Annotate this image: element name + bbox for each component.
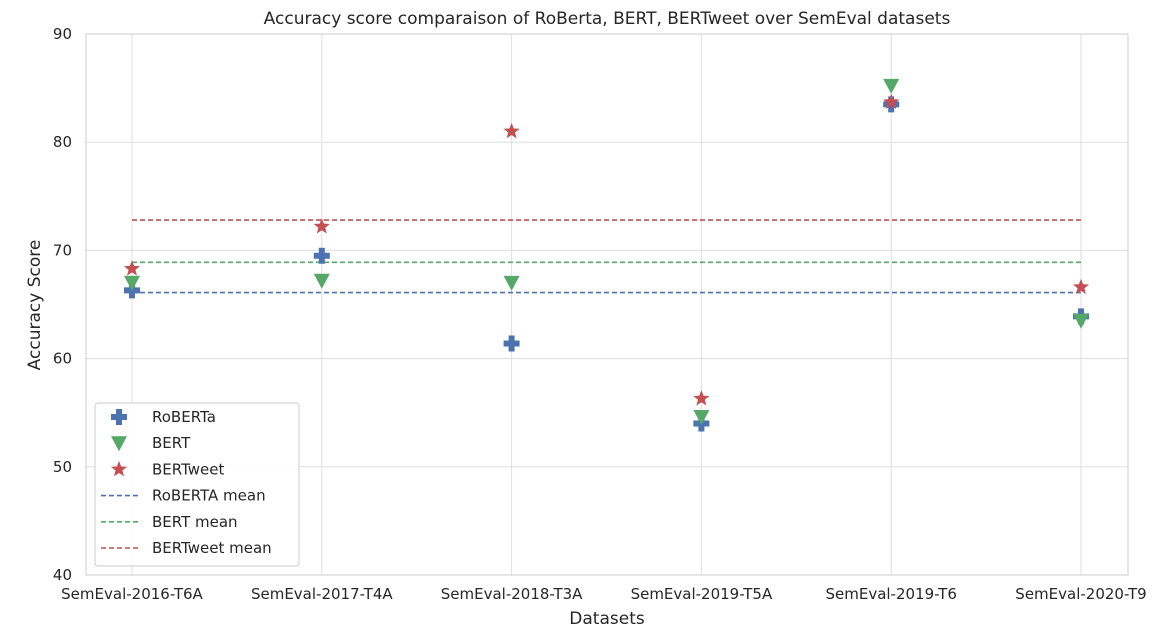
- legend-label: BERT mean: [152, 513, 238, 531]
- x-ticks: SemEval-2016-T6A SemEval-2017-T4A SemEval-…: [61, 585, 1147, 603]
- data-point-triangle-down: [883, 78, 900, 94]
- data-point-triangle-down: [693, 410, 710, 426]
- data-point-triangle-down: [503, 275, 520, 291]
- data-point-triangle-down: [124, 275, 140, 291]
- mean-lines: [132, 219, 1081, 294]
- y-tick-label: 40: [53, 566, 72, 584]
- legend-label: RoBERTa: [152, 408, 216, 426]
- legend-label: BERT: [152, 434, 191, 452]
- y-tick-label: 80: [53, 133, 72, 151]
- data-point-plus: [313, 247, 330, 264]
- data-point-triangle-down: [1073, 313, 1089, 329]
- x-tick-label: SemEval-2017-T4A: [251, 585, 393, 603]
- y-axis-label: Accuracy Score: [25, 240, 45, 371]
- markers: [123, 78, 1090, 432]
- x-tick-label: SemEval-2018-T3A: [441, 585, 583, 603]
- x-tick-label: SemEval-2019-T5A: [631, 585, 773, 603]
- legend-label: BERTweet: [152, 460, 225, 478]
- x-tick-label: SemEval-2020-T9: [1015, 585, 1146, 603]
- data-point-star: [123, 260, 141, 276]
- data-point-star: [313, 218, 330, 234]
- y-tick-label: 60: [53, 350, 72, 368]
- data-point-star: [1072, 278, 1090, 295]
- legend-marker: [111, 409, 127, 425]
- legend-box: [94, 402, 300, 567]
- data-point-star: [503, 122, 520, 139]
- x-axis-label: Datasets: [569, 609, 645, 629]
- legend-label: RoBERTA mean: [152, 487, 266, 505]
- x-tick-label: SemEval-2019-T6: [825, 585, 956, 603]
- legend-marker: [110, 460, 128, 477]
- y-ticks: 40 50 60 70 80 90: [53, 25, 72, 584]
- data-point-triangle-down: [313, 273, 330, 289]
- data-point-plus: [503, 335, 520, 352]
- y-tick-label: 70: [53, 241, 72, 259]
- data-point-star: [693, 390, 710, 406]
- data-point-star: [883, 93, 900, 110]
- y-tick-label: 50: [53, 458, 72, 476]
- chart-title: Accuracy score comparaison of RoBerta, B…: [264, 9, 951, 29]
- legend-label: BERTweet mean: [152, 539, 272, 557]
- x-tick-label: SemEval-2016-T6A: [61, 585, 203, 603]
- y-tick-label: 90: [53, 25, 72, 43]
- legend: RoBERTa BERT BERTweet RoBERTA mean BERT mean…: [94, 402, 300, 567]
- plot-area: [85, 33, 1129, 576]
- legend-marker: [111, 436, 127, 452]
